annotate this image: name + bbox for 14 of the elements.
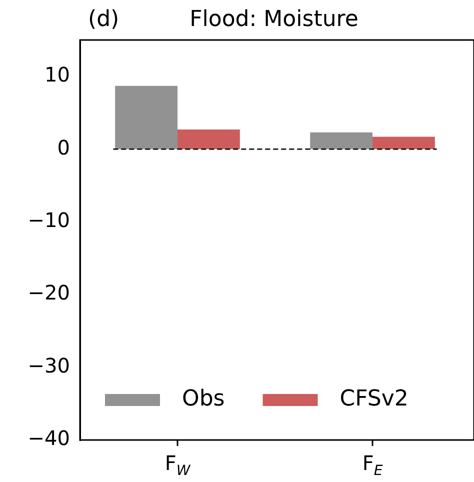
y-tick-label: 0 — [57, 135, 70, 160]
y-tick-label: −30 — [28, 353, 70, 378]
legend-label: Obs — [182, 386, 225, 412]
bar — [178, 129, 240, 150]
y-tick-label: 10 — [44, 62, 70, 87]
y-tick-label: −10 — [28, 208, 70, 232]
bar — [310, 132, 372, 150]
legend-label: CFSv2 — [340, 386, 408, 412]
bar — [115, 86, 178, 150]
chart-title: Flood: Moisture — [190, 7, 358, 32]
text: (d) — [88, 7, 120, 32]
bar — [372, 136, 435, 150]
y-tick-label: −20 — [28, 280, 70, 305]
y-tick-label: −40 — [28, 426, 70, 450]
